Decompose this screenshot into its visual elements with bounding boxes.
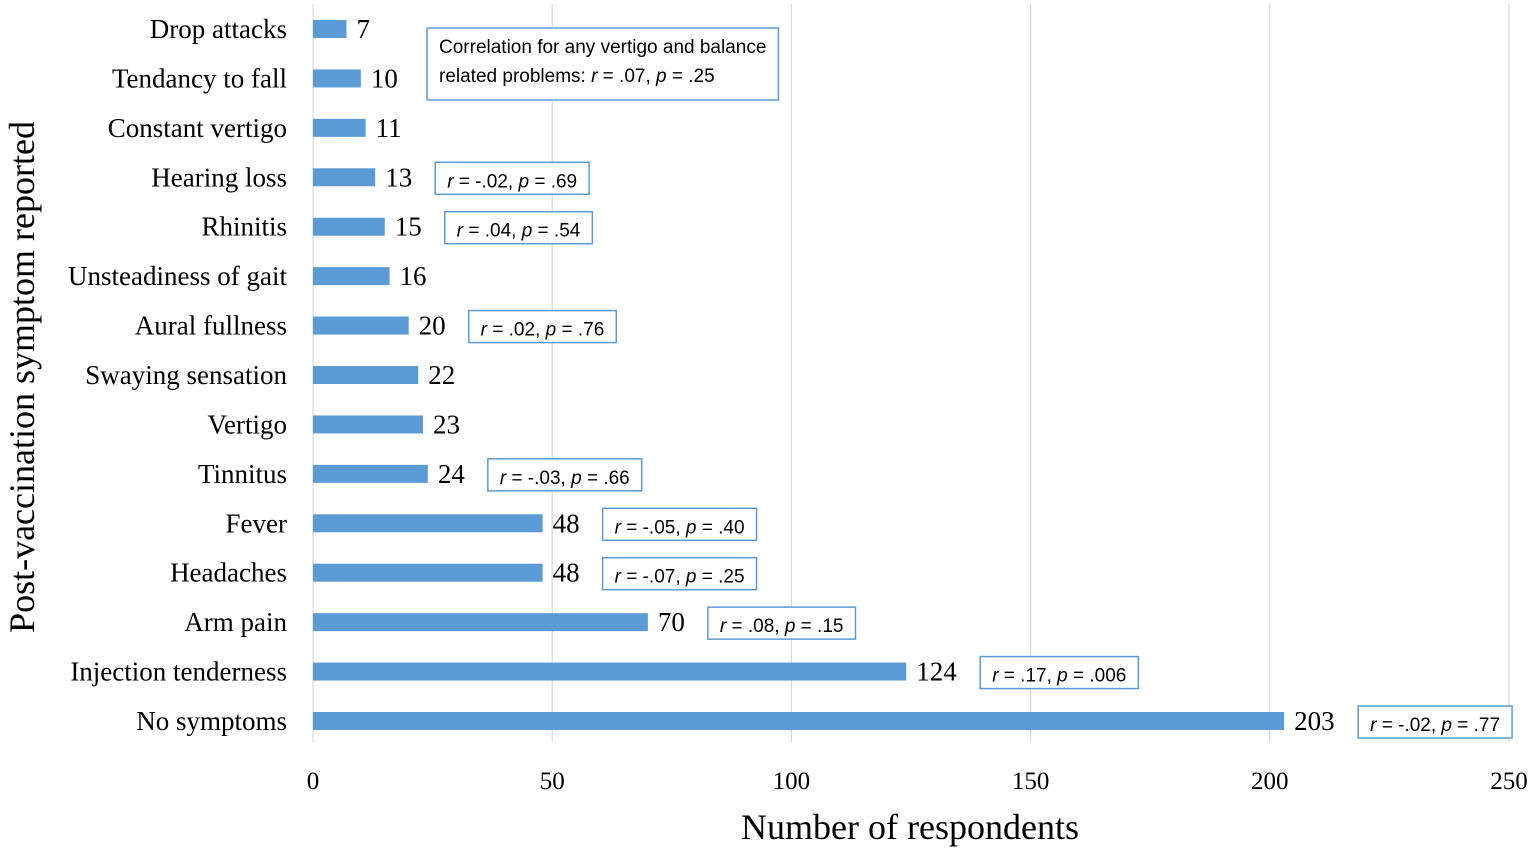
x-tick-label: 250: [1490, 768, 1528, 795]
value-label: 70: [658, 607, 685, 637]
value-label: 23: [433, 409, 460, 439]
bar-hearing-loss: [313, 168, 376, 187]
annotation-rhinitis: r = .04, p = .54: [444, 210, 594, 245]
value-label: 22: [428, 360, 455, 390]
annotation-box: [434, 161, 590, 196]
category-labels: Drop attacks Tendancy to fall Constant ver…: [68, 14, 287, 736]
annotation-fever: r = -.05, p = .40: [601, 507, 758, 542]
category-label: Aural fullness: [135, 311, 287, 341]
category-label: Unsteadiness of gait: [68, 261, 287, 291]
value-label: 48: [553, 508, 580, 538]
annotation-text: r = -.07, p = .25: [615, 567, 745, 588]
annotation-box: [487, 458, 643, 492]
category-label: Arm pain: [184, 607, 287, 637]
annotation-text: r = -.02, p = .69: [447, 171, 577, 192]
bar-constant-vertigo: [313, 118, 366, 137]
annotation-headaches: r = -.07, p = .25: [601, 556, 758, 591]
bar-unsteadiness-of-gait: [313, 267, 390, 286]
category-label: Rhinitis: [201, 212, 287, 242]
category-label: Injection tenderness: [70, 657, 287, 687]
bar-aural-fullness: [313, 316, 409, 335]
value-label: 15: [395, 212, 422, 242]
annotation-text: Correlation for any vertigo and balance: [439, 37, 766, 58]
category-label: Fever: [226, 508, 287, 538]
category-label: Drop attacks: [150, 14, 287, 44]
annotation-box: [601, 556, 758, 591]
value-label: 16: [400, 261, 427, 291]
x-tick-label: 0: [307, 768, 320, 795]
bar-headaches: [313, 563, 543, 582]
correlation-annotations: Correlation for any vertigo and balance r…: [426, 27, 1513, 739]
annotation-box: [467, 309, 618, 344]
value-label: 13: [385, 162, 412, 192]
x-axis-title: Number of respondents: [741, 807, 1079, 847]
bar-swaying-sensation: [313, 366, 419, 384]
bar-tinnitus: [313, 464, 428, 483]
x-tick-labels: 0 50 100 150 200 250: [307, 768, 1528, 795]
category-label: Tinnitus: [198, 459, 287, 489]
x-tick-label: 200: [1251, 768, 1289, 795]
value-label: 10: [371, 63, 398, 93]
annotation-box: [979, 655, 1140, 690]
annotation-no-symptoms: r = -.02, p = .77: [1357, 705, 1513, 739]
x-tick-label: 50: [540, 768, 565, 795]
category-label: Vertigo: [208, 409, 287, 439]
annotation-text: r = .08, p = .15: [720, 616, 844, 637]
annotation-box: [1357, 705, 1513, 739]
annotation-text: r = -.05, p = .40: [615, 517, 745, 538]
value-label: 11: [376, 113, 402, 143]
annotation-text: r = .02, p = .76: [481, 320, 605, 341]
annotation-text: related problems: r = .07, p = .25: [439, 66, 715, 87]
bar-rhinitis: [313, 217, 385, 236]
category-label: Headaches: [170, 558, 287, 588]
y-axis-title: Post-vaccination symptom reported: [2, 121, 42, 633]
annotation-hearing-loss: r = -.02, p = .69: [434, 161, 590, 196]
value-label: 24: [438, 459, 466, 489]
x-tick-label: 150: [1012, 768, 1050, 795]
annotation-box: [426, 27, 780, 101]
annotation-box: [601, 507, 758, 542]
annotation-text: r = .04, p = .54: [457, 221, 581, 242]
category-label: Tendancy to fall: [112, 63, 287, 93]
annotation-text: r = -.02, p = .77: [1370, 715, 1500, 736]
annotation-tendancy-to-fall: Correlation for any vertigo and balance r…: [426, 27, 780, 101]
category-label: No symptoms: [136, 706, 287, 736]
bar-injection-tenderness: [313, 662, 907, 681]
annotation-arm-pain: r = .08, p = .15: [707, 606, 857, 640]
bar-tendancy-to-fall: [313, 69, 361, 88]
bars: [313, 20, 1285, 730]
value-label: 48: [553, 558, 580, 588]
annotation-box: [707, 606, 857, 640]
value-label: 203: [1294, 706, 1335, 736]
bar-fever: [313, 514, 543, 533]
bar-drop-attacks: [313, 20, 347, 38]
value-label: 7: [356, 14, 370, 44]
x-tick-label: 100: [773, 768, 811, 795]
category-label: Swaying sensation: [85, 360, 287, 390]
annotation-tinnitus: r = -.03, p = .66: [487, 458, 643, 492]
bar-no-symptoms: [313, 712, 1285, 730]
value-label: 124: [916, 657, 957, 687]
bar-arm-pain: [313, 613, 648, 632]
annotation-aural-fullness: r = .02, p = .76: [467, 309, 618, 344]
value-labels: 710 11 13 15 16 20 22 23 24 48 48 70 124 203: [356, 14, 1334, 736]
bar-vertigo: [313, 415, 424, 434]
category-label: Hearing loss: [151, 162, 287, 192]
value-label: 20: [419, 311, 446, 341]
annotation-text: r = .17, p = .006: [992, 666, 1126, 687]
annotation-box: [444, 210, 594, 245]
annotation-injection-tenderness: r = .17, p = .006: [979, 655, 1140, 690]
annotation-text: r = -.03, p = .66: [500, 468, 630, 489]
category-label: Constant vertigo: [108, 113, 287, 143]
gridlines: [312, 4, 1510, 742]
